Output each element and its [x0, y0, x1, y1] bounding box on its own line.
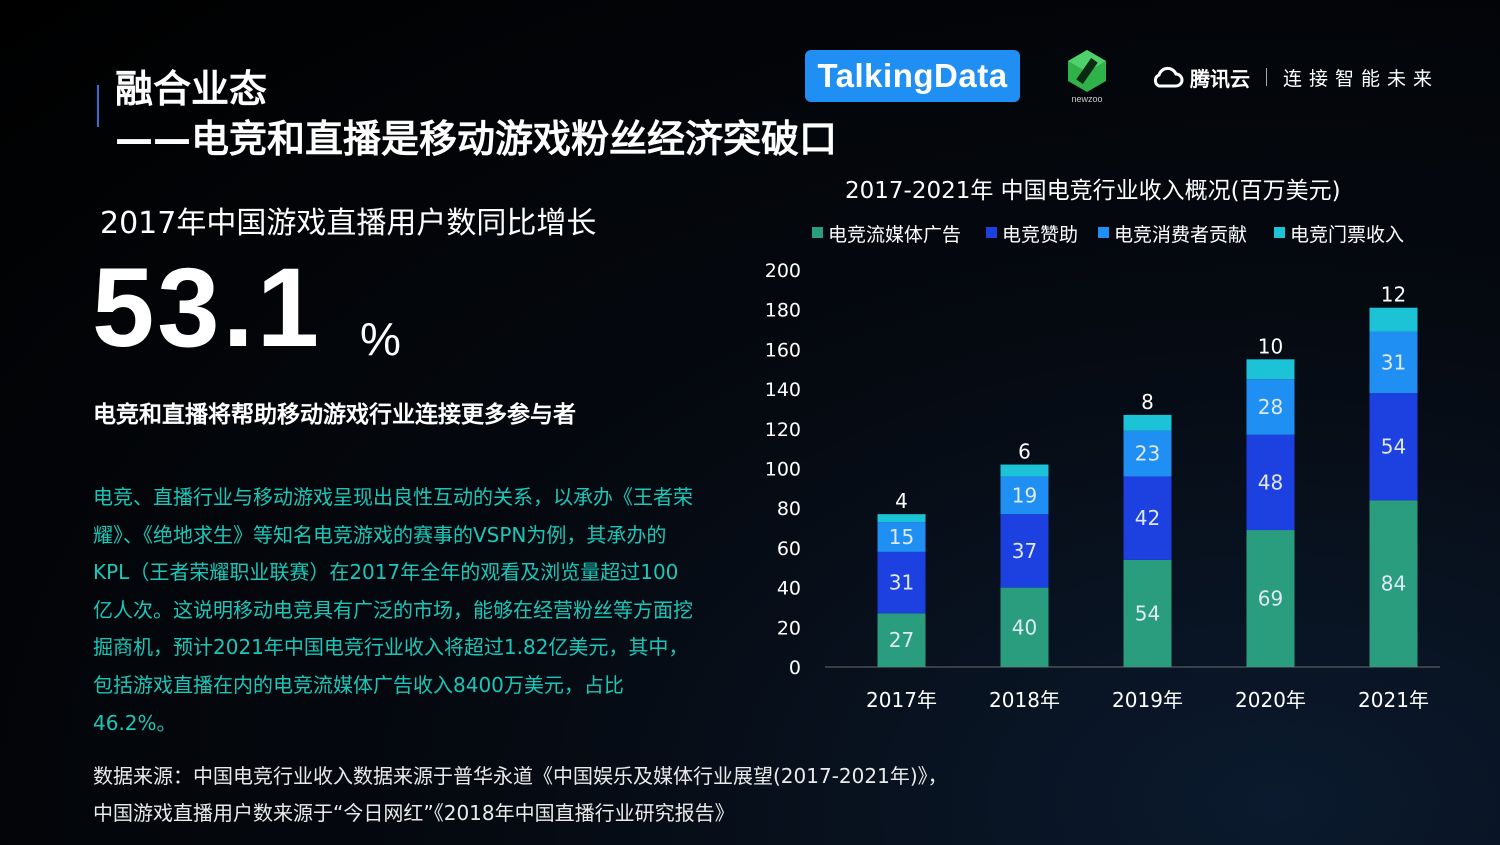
legend-label-3: 电竞消费者贡献 — [1114, 224, 1247, 246]
section-subhead: 电竞和直播将帮助移动游戏行业连接更多参与者 — [93, 402, 576, 428]
data-label: 6 — [1018, 440, 1031, 464]
tencent-cloud-name: 腾讯云 — [1190, 66, 1250, 91]
data-label: 69 — [1258, 587, 1283, 611]
bar-segment — [1000, 514, 1049, 588]
x-tick-label: 2017年 — [866, 688, 937, 712]
chart-title: 2017-2021年 中国电竞行业收入概况(百万美元) — [845, 178, 1341, 204]
cloud-icon — [1153, 66, 1184, 88]
x-tick-label: 2021年 — [1358, 688, 1429, 712]
data-label: 54 — [1135, 601, 1160, 625]
data-label: 37 — [1012, 539, 1037, 563]
stat-unit: % — [360, 313, 401, 365]
bar-segment — [1000, 464, 1049, 477]
bar-segment — [1123, 476, 1172, 560]
bar-segment — [877, 551, 926, 614]
bar-segment — [1246, 434, 1295, 531]
bar-segment — [1000, 587, 1049, 667]
y-tick-label: 100 — [765, 459, 801, 481]
newzoo-wordmark: newzoo — [1071, 94, 1103, 104]
data-label: 10 — [1258, 334, 1283, 358]
bar-segment — [1123, 430, 1172, 477]
data-label: 4 — [895, 489, 908, 513]
data-label: 40 — [1012, 615, 1037, 639]
data-label: 31 — [1381, 350, 1406, 374]
tencent-cloud-slogan: 连接智能未来 — [1283, 67, 1440, 90]
title-accent-line — [97, 85, 99, 127]
y-tick-label: 180 — [765, 300, 801, 322]
x-tick-label: 2020年 — [1235, 688, 1306, 712]
y-tick-label: 160 — [765, 339, 801, 361]
source-line-1: 数据来源：中国电竞行业收入数据来源于普华永道《中国娱乐及媒体行业展望(2017-… — [93, 764, 948, 788]
newzoo-logo: newzoo — [1060, 48, 1114, 106]
legend-label-2: 电竞赞助 — [1002, 224, 1078, 246]
esports-revenue-chart: 2017-2021年 中国电竞行业收入概况(百万美元) 电竞流媒体广告 电竞赞助 电竞… — [765, 178, 1440, 712]
data-label: 27 — [889, 628, 914, 652]
stat-label: 2017年中国游戏直播用户数同比增长 — [100, 206, 597, 241]
bar-segment — [1123, 559, 1172, 667]
bar-segment — [877, 522, 926, 552]
body-paragraph: 电竞、直播行业与移动游戏呈现出良性互动的关系，以承办《王者荣耀》、《绝地求生》等… — [93, 485, 693, 735]
data-label: 8 — [1141, 390, 1154, 414]
data-source-note: 数据来源：中国电竞行业收入数据来源于普华永道《中国娱乐及媒体行业展望(2017-… — [93, 758, 1053, 832]
data-label: 19 — [1012, 483, 1037, 507]
y-tick-label: 120 — [765, 419, 801, 441]
data-label: 54 — [1381, 435, 1406, 459]
data-label: 15 — [889, 525, 914, 549]
bar-segment — [1246, 530, 1295, 667]
data-label: 31 — [889, 571, 914, 595]
bar-segment — [1123, 414, 1172, 431]
data-label: 84 — [1381, 572, 1406, 596]
bar-segment — [1369, 331, 1418, 394]
legend-label-4: 电竞门票收入 — [1290, 224, 1404, 246]
bar-segment — [1246, 379, 1295, 435]
data-label: 28 — [1258, 395, 1283, 419]
y-tick-label: 0 — [789, 657, 801, 679]
x-tick-label: 2018年 — [989, 688, 1060, 712]
x-tick-label: 2019年 — [1112, 688, 1183, 712]
data-label: 48 — [1258, 470, 1283, 494]
bar-segment — [1369, 393, 1418, 501]
legend-swatch-1 — [812, 227, 823, 238]
page-title: 融合业态 — [115, 67, 268, 111]
talkingdata-logo: TalkingData — [805, 50, 1020, 102]
y-tick-label: 140 — [765, 379, 801, 401]
legend-label-1: 电竞流媒体广告 — [828, 224, 961, 246]
source-line-2: 中国游戏直播用户数来源于“今日网红”《2018年中国直播行业研究报告》 — [93, 801, 735, 825]
legend-swatch-3 — [1098, 227, 1109, 238]
y-tick-label: 60 — [777, 538, 801, 560]
data-label: 12 — [1381, 283, 1406, 307]
bar-segment — [1246, 359, 1295, 380]
data-label: 42 — [1135, 506, 1160, 530]
legend-swatch-4 — [1274, 227, 1285, 238]
tencent-cloud-logo: 腾讯云 连接智能未来 — [1150, 62, 1439, 92]
y-tick-label: 200 — [765, 260, 801, 282]
y-tick-label: 80 — [777, 498, 801, 520]
bar-segment — [877, 613, 926, 667]
data-label: 23 — [1135, 442, 1160, 466]
legend-swatch-2 — [986, 227, 997, 238]
y-tick-label: 40 — [777, 578, 801, 600]
logo-divider — [1266, 68, 1267, 86]
bar-segment — [1000, 476, 1049, 515]
stat-value: 53.1 — [92, 245, 322, 370]
bar-segment — [1369, 500, 1418, 667]
bar-segment — [1369, 307, 1418, 332]
bar-segment — [877, 514, 926, 523]
newzoo-icon — [1068, 50, 1106, 92]
page-subtitle: ——电竞和直播是移动游戏粉丝经济突破口 — [115, 117, 838, 161]
y-tick-label: 20 — [777, 617, 801, 639]
